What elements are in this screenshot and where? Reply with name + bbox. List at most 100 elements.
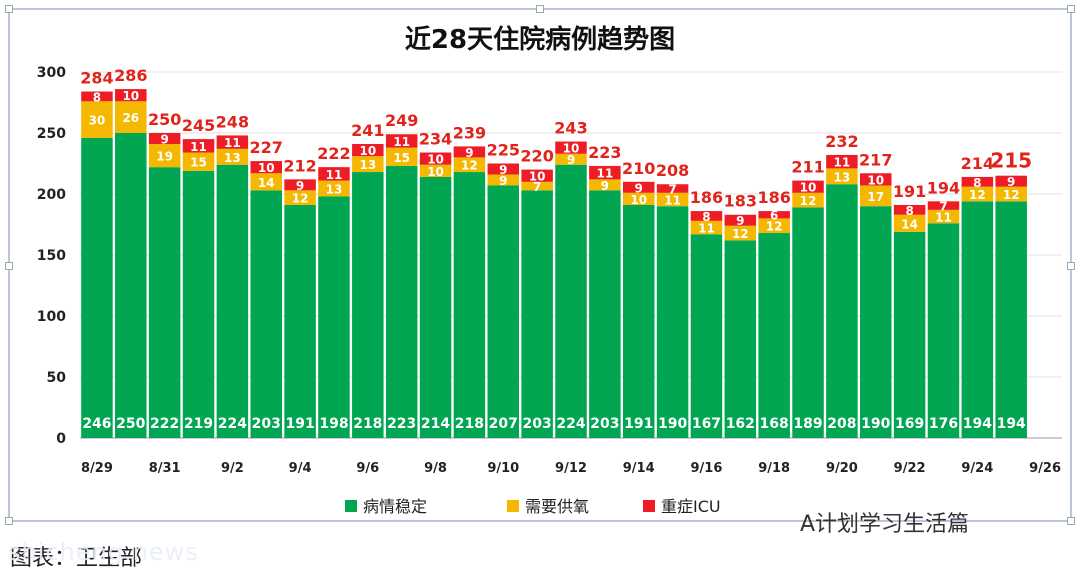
x-tick-label: 9/14 (623, 461, 655, 476)
bar-segment (352, 143, 384, 157)
bar-segment (385, 165, 418, 438)
bar-segment (453, 157, 486, 173)
bar-segment (758, 233, 790, 438)
resize-handle-mid-right[interactable] (1067, 262, 1075, 270)
total-label: 211 (791, 158, 824, 177)
bar-segment (115, 101, 147, 133)
x-tick-label: 9/4 (289, 461, 312, 476)
bar-segment (860, 173, 892, 186)
resize-handle-bottom-right[interactable] (1067, 517, 1075, 525)
data-label: 203 (523, 416, 552, 432)
data-label: 15 (190, 156, 207, 170)
data-label: 207 (489, 416, 518, 432)
data-label: 9 (499, 163, 507, 177)
data-label: 11 (698, 222, 715, 236)
bar-segment (893, 231, 926, 438)
x-tick-label: 9/10 (487, 461, 519, 476)
data-label: 9 (160, 132, 168, 146)
bar-segment (487, 185, 520, 438)
data-label: 191 (285, 416, 314, 432)
x-tick-label: 9/16 (691, 461, 723, 476)
legend-swatch (345, 500, 357, 512)
data-label: 214 (421, 416, 450, 432)
data-label: 190 (658, 416, 687, 432)
total-label: 232 (825, 132, 858, 151)
bar-segment (487, 163, 520, 175)
x-tick-label: 9/20 (826, 461, 858, 476)
data-label: 9 (567, 153, 575, 167)
bar-segment (589, 190, 621, 438)
data-label: 9 (635, 181, 643, 195)
total-label: 217 (859, 150, 892, 169)
bar-segment (622, 181, 655, 193)
total-label: 191 (893, 182, 926, 201)
resize-handle-bottom-left[interactable] (5, 517, 13, 525)
site-watermark: shicheng.news (8, 538, 199, 566)
data-label: 9 (1007, 175, 1015, 189)
data-label: 11 (190, 140, 207, 154)
data-label: 14 (258, 176, 275, 190)
data-label: 13 (834, 170, 851, 184)
data-label: 7 (668, 183, 676, 197)
total-label: 286 (114, 66, 147, 85)
bar-segment (81, 91, 113, 102)
bar-segment (555, 164, 587, 438)
resize-handle-mid-left[interactable] (5, 262, 13, 270)
data-label: 12 (969, 188, 986, 202)
bar-segment (927, 223, 960, 438)
data-label: 11 (664, 193, 681, 207)
resize-handle-top-left[interactable] (5, 5, 13, 13)
total-label: 210 (622, 159, 655, 178)
y-tick-label: 100 (37, 309, 66, 325)
data-label: 9 (296, 179, 304, 193)
data-label: 190 (861, 416, 890, 432)
resize-handle-top-mid[interactable] (536, 5, 544, 13)
bar-segment (419, 152, 452, 165)
bar-segment (182, 170, 215, 438)
bar-segment (758, 211, 790, 219)
bar-segment (453, 172, 486, 439)
bar-segment (690, 211, 723, 221)
data-label: 19 (156, 150, 173, 164)
total-label: 284 (80, 69, 113, 88)
bar-segment (893, 204, 926, 215)
bar-segment (419, 164, 452, 177)
bar-segment (115, 89, 147, 102)
data-label: 10 (563, 142, 580, 156)
bars: 246 30 8 284 250 26 10 286 222 19 9 250 219 15 11 245 22… (80, 66, 1032, 439)
legend-swatch (643, 500, 655, 512)
bar-segment (148, 143, 181, 168)
bar-segment (216, 148, 249, 165)
total-label: 250 (148, 110, 181, 129)
data-label: 10 (359, 144, 376, 158)
bar-segment (860, 206, 892, 438)
x-tick-label: 9/6 (356, 461, 379, 476)
data-label: 224 (556, 416, 585, 432)
data-label: 12 (461, 159, 478, 173)
bar-segment (826, 184, 858, 438)
bar-segment (961, 186, 994, 202)
total-label: 227 (250, 138, 283, 157)
data-label: 246 (82, 416, 111, 432)
y-tick-label: 50 (47, 370, 67, 386)
data-label: 7 (939, 200, 947, 214)
bar-segment (284, 204, 316, 438)
data-label: 176 (929, 416, 958, 432)
total-label: 223 (588, 143, 621, 162)
bar-segment (622, 204, 655, 438)
bar-segment (352, 156, 384, 173)
data-label: 12 (800, 194, 817, 208)
data-label: 8 (93, 90, 101, 104)
legend-label: 重症ICU (661, 497, 721, 516)
resize-handle-top-right[interactable] (1067, 5, 1075, 13)
data-label: 10 (630, 193, 647, 207)
x-axis: 8/29 8/31 9/2 9/4 9/6 9/8 9/10 9/12 9/14 9/16 9/18… (81, 461, 1061, 476)
bar-segment (216, 135, 249, 149)
x-tick-label: 8/29 (81, 461, 113, 476)
data-label: 167 (692, 416, 721, 432)
total-label: 186 (690, 188, 723, 207)
data-label: 9 (736, 214, 744, 228)
data-label: 198 (319, 416, 348, 432)
total-label: 234 (419, 130, 452, 149)
